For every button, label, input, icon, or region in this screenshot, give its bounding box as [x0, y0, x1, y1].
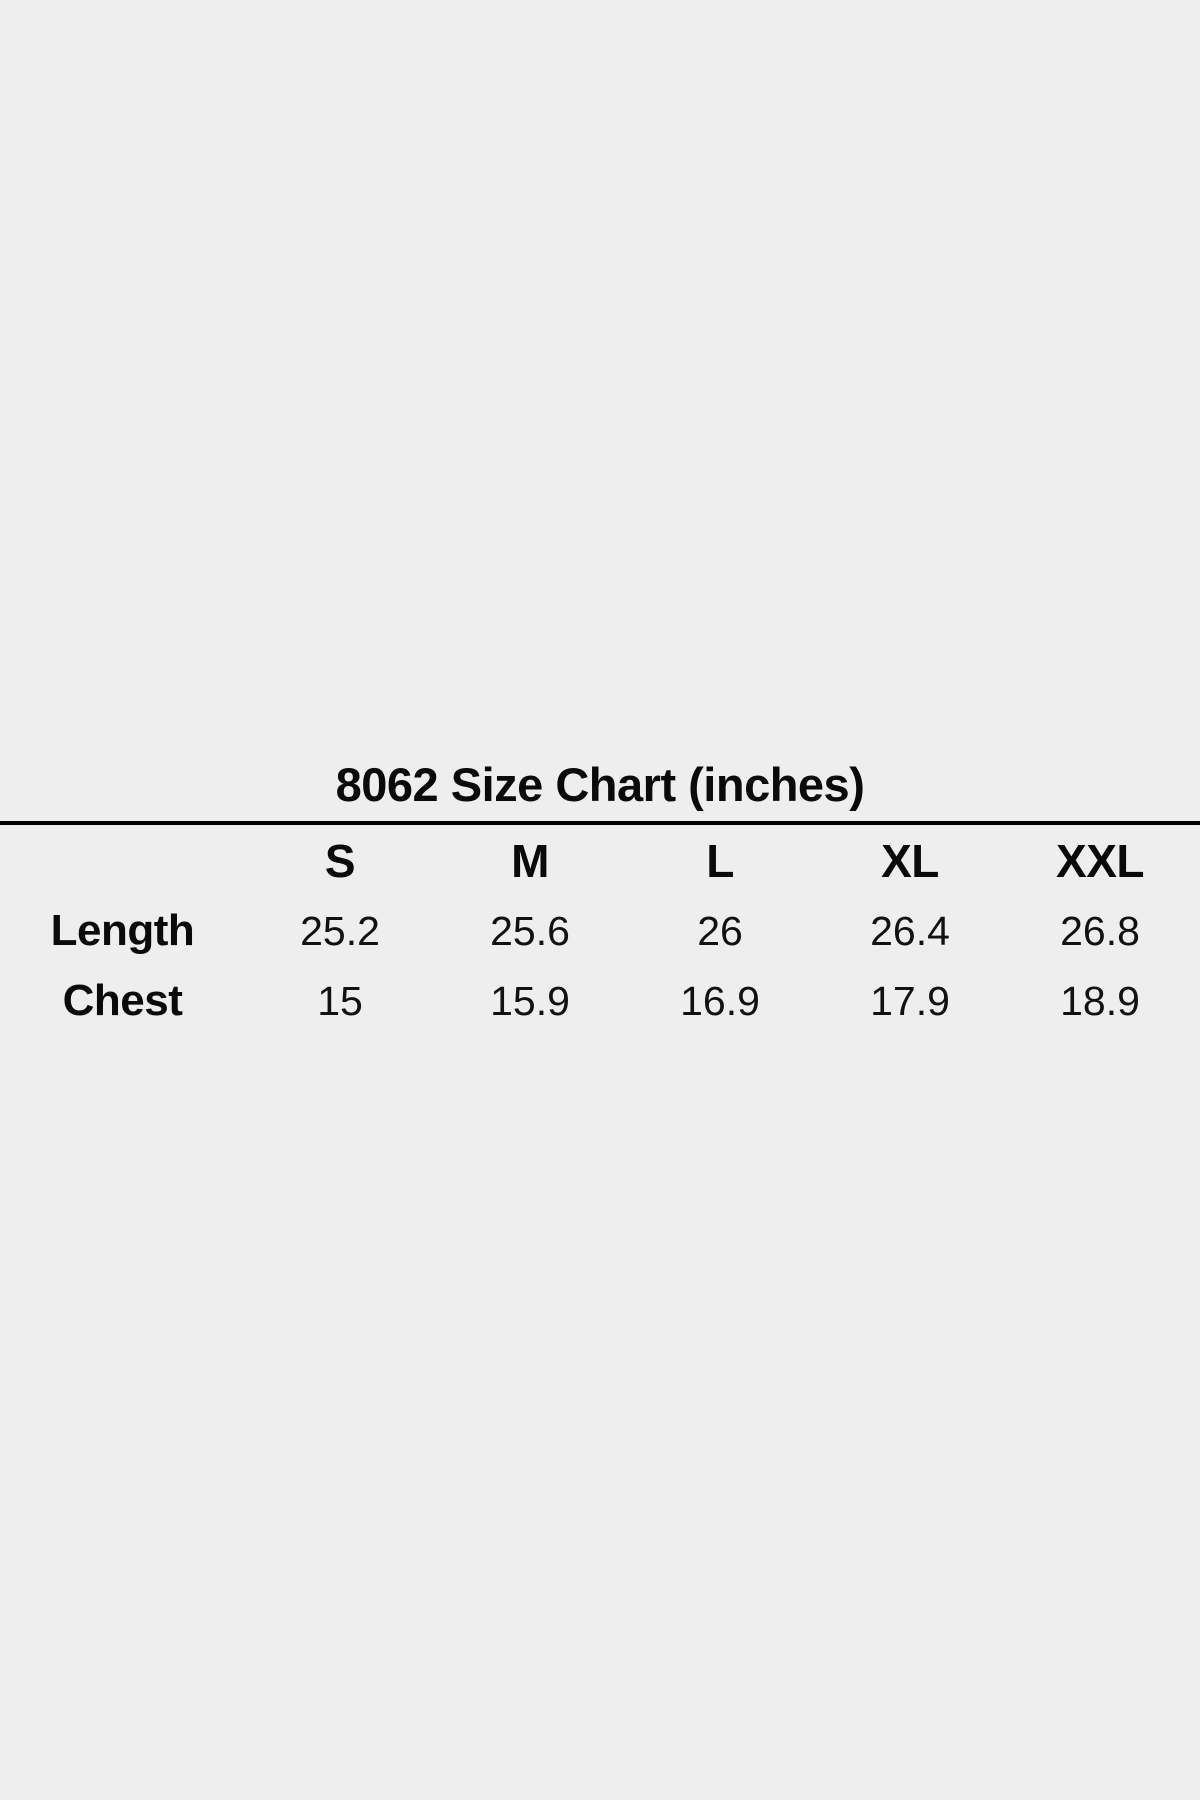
column-header-l: L — [706, 834, 734, 887]
column-header-xxl: XXL — [1056, 834, 1144, 887]
table-row-length: Length 25.2 25.6 26 26.4 26.8 — [0, 896, 1195, 966]
title-divider-line — [0, 821, 1200, 825]
column-header-m: M — [511, 834, 549, 887]
length-value-m: 25.6 — [490, 907, 570, 954]
chest-value-xl: 17.9 — [870, 977, 950, 1024]
length-value-s: 25.2 — [300, 907, 380, 954]
length-value-l: 26 — [697, 907, 743, 954]
chest-value-xxl: 18.9 — [1060, 977, 1140, 1024]
table-row-chest: Chest 15 15.9 16.9 17.9 18.9 — [0, 966, 1195, 1036]
row-label-chest: Chest — [62, 976, 183, 1025]
chest-value-l: 16.9 — [680, 977, 760, 1024]
column-header-s: S — [324, 834, 356, 887]
chest-value-s: 15 — [317, 977, 363, 1024]
table-header-row: S M L XL XXL — [0, 825, 1195, 896]
chest-value-m: 15.9 — [490, 977, 570, 1024]
size-chart-table: S M L XL XXL Length 25.2 25.6 26 26.4 26… — [0, 825, 1195, 1036]
row-label-length: Length — [50, 906, 195, 955]
column-header-xl: XL — [881, 834, 939, 887]
length-value-xxl: 26.8 — [1060, 907, 1140, 954]
size-chart-title: 8062 Size Chart (inches) — [335, 758, 865, 811]
length-value-xl: 26.4 — [870, 907, 950, 954]
